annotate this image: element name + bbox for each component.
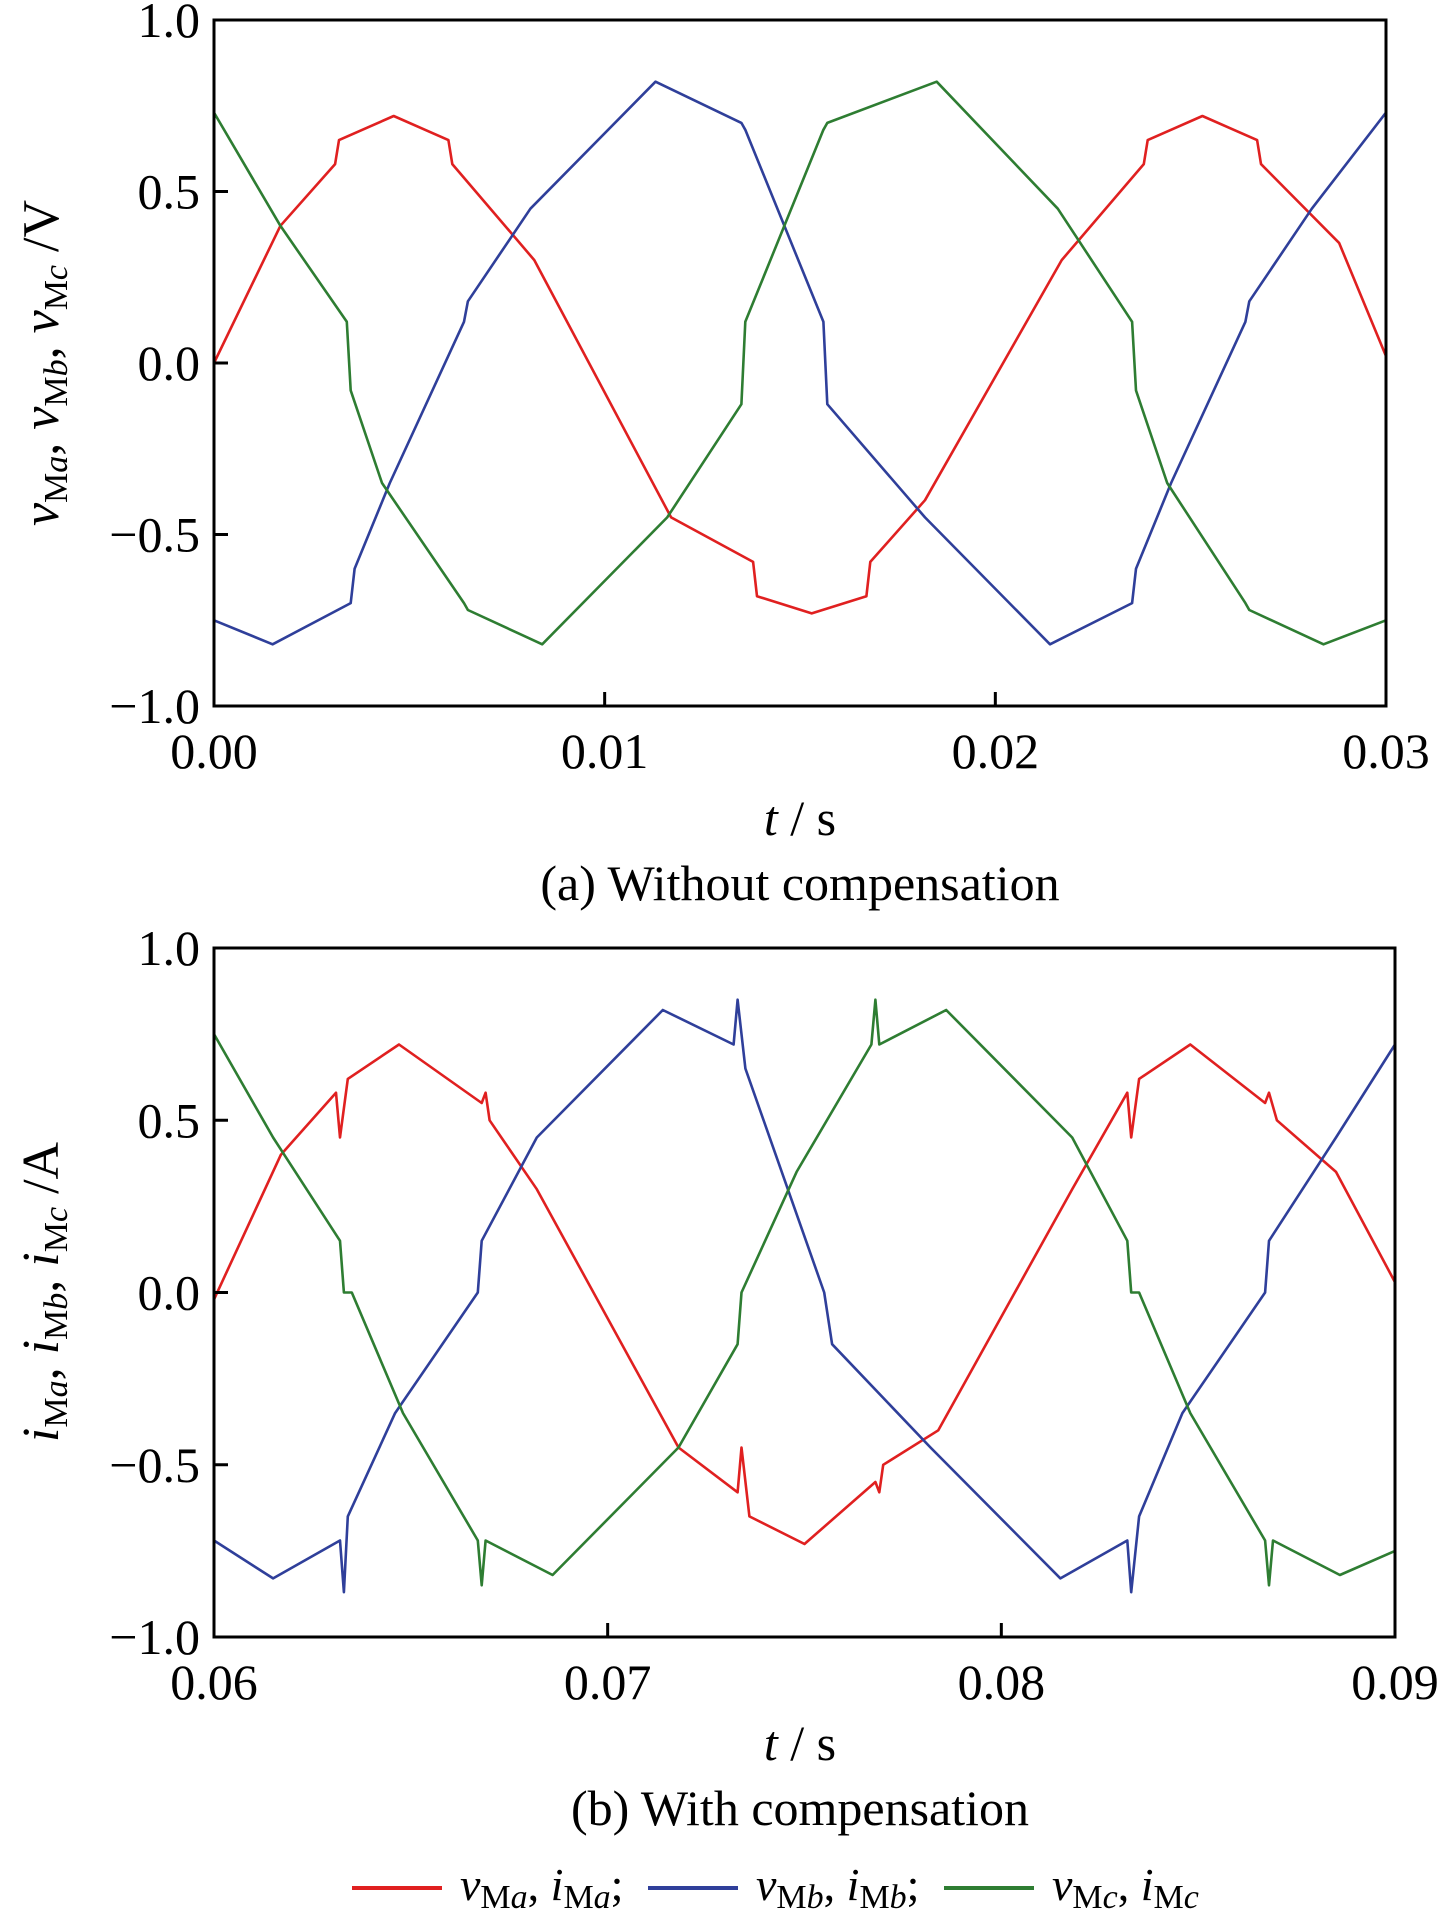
y-tick-label: −0.5	[109, 1437, 200, 1493]
panel-b-x-axis-title: t / s	[764, 1715, 836, 1771]
x-tick-label: 0.00	[170, 723, 258, 779]
y-tick-label: 0.0	[138, 335, 201, 391]
panel-b-caption: (b) With compensation	[571, 1780, 1029, 1836]
y-tick-label: 1.0	[138, 920, 201, 976]
series-line-iMc	[212, 998, 1397, 1587]
y-tick-label: 0.5	[138, 164, 201, 220]
panel-a-x-axis-title: t / s	[764, 790, 836, 846]
y-tick-label: −0.5	[109, 507, 200, 563]
y-tick-label: 0.0	[138, 1265, 201, 1321]
x-tick-label: 0.03	[1342, 723, 1430, 779]
x-tick-label: 0.01	[561, 723, 649, 779]
panel-b-plot-frame	[212, 946, 1397, 1639]
panel-b-y-axis-title: iMa, iMb, iMc /A	[13, 1141, 75, 1442]
series-line-vMc	[212, 80, 1388, 646]
x-tick-label: 0.09	[1351, 1654, 1439, 1710]
x-tick-label: 0.07	[564, 1654, 652, 1710]
panel-a-series-layer	[212, 80, 1388, 646]
panel-a-axis-ticks: 0.00 0.01 0.02 0.03 1.0 0.5 0.0 −0.5 −1.0	[109, 0, 1429, 779]
series-line-iMa	[212, 1043, 1397, 1546]
panel-b-chart: 0.06 0.07 0.08 0.091.00.50.0−0.5−1.0 t / s …	[13, 920, 1439, 1836]
legend-label-c: vMc, iMc	[1052, 1859, 1199, 1910]
x-tick-label: 0.08	[958, 1654, 1046, 1710]
y-tick-label: 0.5	[138, 1092, 201, 1148]
panel-b-axis-ticks: 0.06 0.07 0.08 0.09 1.0 0.5 0.0 −0.5 −1.0	[109, 920, 1438, 1710]
panel-a-chart: 0.00 0.01 0.02 0.031.00.50.0−0.5−1.0 t / s …	[13, 0, 1430, 911]
panel-b-series-layer	[212, 998, 1397, 1594]
y-tick-label: −1.0	[109, 678, 200, 734]
x-tick-label: 0.02	[952, 723, 1040, 779]
panel-a-plot-frame	[212, 18, 1388, 708]
series-line-vMa	[212, 114, 1388, 615]
legend-label-b: vMb, iMb;	[756, 1859, 919, 1910]
panel-a-caption: (a) Without compensation	[540, 855, 1059, 911]
legend-label-a: vMa, iMa;	[460, 1859, 623, 1910]
y-tick-label: −1.0	[109, 1609, 200, 1665]
panel-a-y-axis-title: vMa, vMb, vMc /V	[13, 200, 75, 526]
series-line-iMb	[212, 998, 1397, 1594]
series-line-vMb	[212, 80, 1388, 646]
x-tick-label: 0.06	[170, 1654, 258, 1710]
y-tick-label: 1.0	[138, 0, 201, 48]
legend: vMa, iMa; vMb, iMb; vMc, iMc	[352, 1859, 1199, 1910]
